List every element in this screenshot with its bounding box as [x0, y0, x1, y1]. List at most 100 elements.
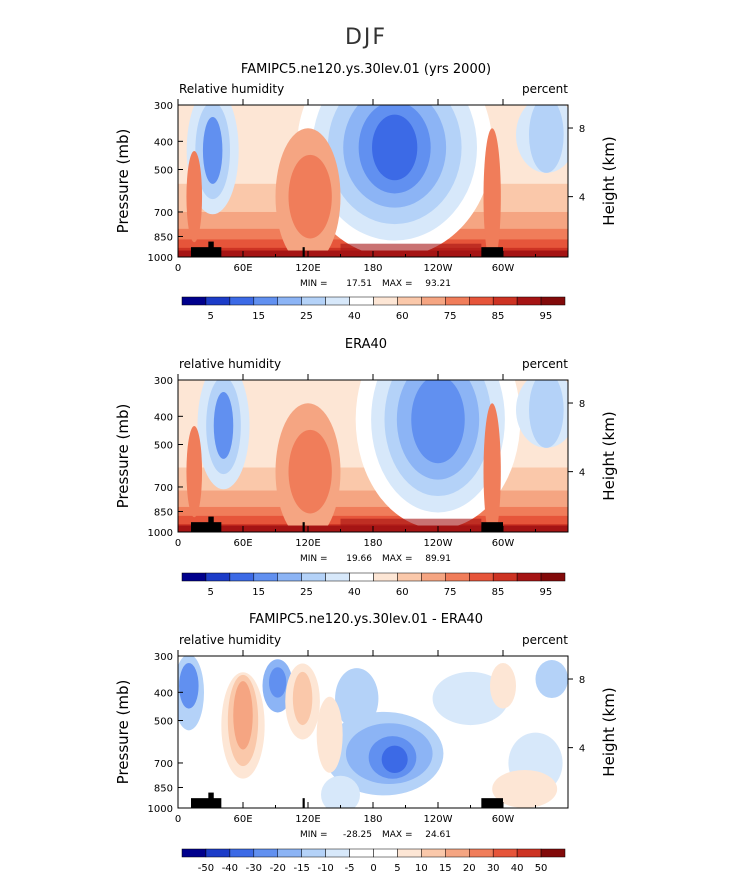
units-label: percent [522, 633, 568, 647]
topography-mask [481, 798, 503, 808]
colorbar-label: 10 [415, 863, 428, 874]
colorbar-label: -10 [317, 863, 333, 874]
colorbar-label: 40 [348, 587, 361, 598]
y-axis-title: Pressure (mb) [114, 404, 132, 509]
y-right-tick-label: 8 [579, 675, 585, 686]
colorbar-label: -5 [345, 863, 355, 874]
colorbar-label: 60 [396, 587, 409, 598]
figure-title: DJF [345, 25, 387, 50]
colorbar-label: 20 [463, 863, 476, 874]
topography-mask [302, 798, 305, 808]
x-tick-label: 120W [424, 263, 453, 274]
colorbar-swatch [445, 848, 470, 858]
x-tick-label: 60W [492, 538, 515, 549]
colorbar-swatch [181, 296, 207, 306]
colorbar-swatch [205, 848, 231, 858]
colorbar-swatch [516, 296, 542, 306]
max-value: 24.61 [425, 830, 451, 840]
colorbar-label: 75 [444, 587, 457, 598]
min-value: -28.25 [343, 830, 372, 840]
max-value: 93.21 [425, 279, 451, 289]
difference-contour [381, 745, 408, 773]
max-label: MAX = [382, 279, 413, 289]
y-tick-label: 1000 [148, 804, 173, 815]
x-tick-label: 120E [295, 263, 320, 274]
colorbar-label: -30 [246, 863, 262, 874]
y-tick-label: 700 [154, 759, 173, 770]
x-tick-label: 180 [363, 263, 382, 274]
difference-contour [535, 660, 568, 699]
panel-title: ERA40 [345, 337, 387, 352]
y-right-tick-label: 8 [579, 124, 585, 135]
colorbar-swatch [397, 296, 422, 306]
topography-mask [302, 522, 305, 532]
colorbar-swatch [540, 848, 566, 858]
moist-column [483, 403, 501, 532]
difference-contour [432, 671, 509, 726]
colorbar-swatch [301, 296, 326, 306]
topography-mask [481, 522, 503, 532]
colorbar-label: 0 [370, 863, 376, 874]
colorbar-swatch [540, 296, 566, 306]
colorbar-swatch [349, 572, 374, 582]
y-tick-label: 500 [154, 165, 173, 176]
dry-contour [372, 114, 418, 181]
x-tick-label: 0 [175, 538, 181, 549]
min-label: MIN = [300, 554, 328, 564]
y-tick-label: 850 [154, 507, 173, 518]
x-tick-label: 0 [175, 263, 181, 274]
variable-label: Relative humidity [179, 82, 284, 96]
colorbar-swatch [349, 848, 374, 858]
difference-contour [492, 769, 558, 808]
colorbar-swatch [421, 572, 446, 582]
moist-column [186, 426, 203, 518]
colorbar-swatch [445, 296, 470, 306]
topography-mask [191, 247, 222, 257]
colorbar-swatch [253, 848, 278, 858]
moist-column [483, 128, 501, 257]
topography-mask [208, 241, 214, 257]
colorbar-swatch [421, 848, 446, 858]
max-value: 89.91 [425, 554, 451, 564]
x-tick-label: 60E [233, 538, 252, 549]
colorbar-label: 15 [439, 863, 452, 874]
x-tick-label: 120E [295, 538, 320, 549]
colorbar-label: 5 [208, 587, 214, 598]
panel-title: FAMIPC5.ne120.ys.30lev.01 - ERA40 [249, 612, 483, 627]
x-tick-label: 60E [233, 814, 252, 825]
colorbar-label: 40 [348, 311, 361, 322]
colorbar-label: 15 [252, 587, 265, 598]
colorbar-label: 95 [539, 311, 552, 322]
y-right-tick-label: 4 [579, 193, 585, 204]
y-right-tick-label: 4 [579, 744, 585, 755]
y-right-axis-title: Height (km) [600, 136, 618, 225]
topography-mask [191, 522, 222, 532]
colorbar-label: -50 [198, 863, 214, 874]
variable-label: relative humidity [179, 357, 281, 371]
colorbar-swatch [516, 848, 542, 858]
y-axis-title: Pressure (mb) [114, 680, 132, 785]
colorbar-label: 50 [535, 863, 548, 874]
colorbar-swatch [397, 572, 422, 582]
colorbar-swatch [492, 572, 518, 582]
boundary-layer [340, 518, 482, 527]
topography-mask [302, 247, 305, 257]
colorbar-swatch [229, 848, 255, 858]
x-tick-label: 120E [295, 814, 320, 825]
y-right-axis-title: Height (km) [600, 687, 618, 776]
colorbar-label: 85 [492, 587, 505, 598]
topography-mask [208, 516, 214, 532]
colorbar-swatch [540, 572, 566, 582]
min-value: 19.66 [346, 554, 372, 564]
difference-contour [292, 671, 313, 726]
colorbar-swatch [349, 296, 374, 306]
y-tick-label: 500 [154, 440, 173, 451]
units-label: percent [522, 82, 568, 96]
y-right-axis-title: Height (km) [600, 411, 618, 500]
colorbar-swatch [205, 572, 231, 582]
colorbar-swatch [492, 296, 518, 306]
colorbar-swatch [181, 572, 207, 582]
y-right-tick-label: 4 [579, 468, 585, 479]
colorbar-swatch [277, 296, 302, 306]
